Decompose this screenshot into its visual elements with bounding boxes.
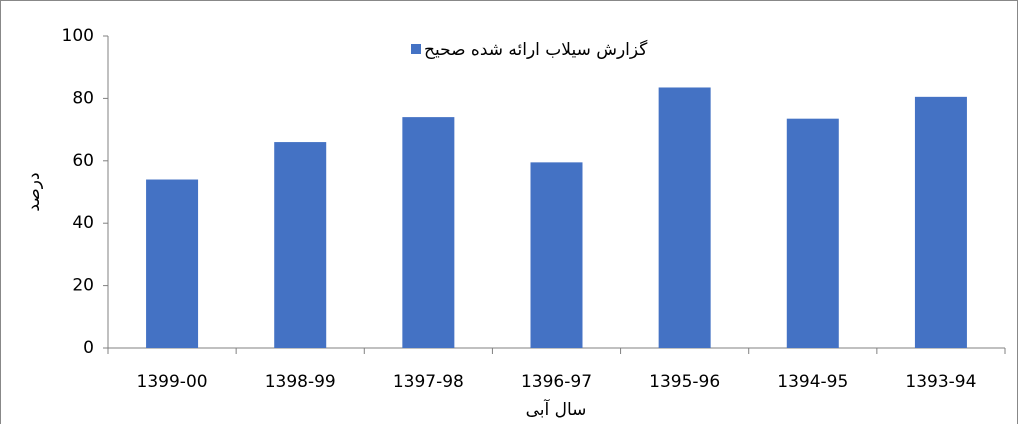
legend-label: گزارش سیلاب ارائه شده صحیح [424, 39, 648, 60]
y-tick-label: 0 [83, 338, 94, 358]
y-tick-label: 40 [72, 213, 94, 233]
x-axis-label: سال آبی [526, 398, 587, 420]
x-tick-label: 1397-98 [393, 372, 464, 392]
x-tick-label: 1399-00 [137, 372, 208, 392]
bar [786, 118, 839, 349]
x-tick-label: 1395-96 [649, 372, 720, 392]
y-tick-label: 20 [72, 276, 94, 296]
legend-swatch [411, 44, 421, 54]
bar [146, 179, 199, 348]
x-tick-label: 1396-97 [521, 372, 592, 392]
bar [914, 96, 967, 348]
bar [530, 162, 583, 348]
x-tick-label: 1393-94 [905, 372, 976, 392]
bar [658, 87, 711, 348]
y-tick-label: 80 [72, 88, 94, 108]
bar [274, 142, 327, 348]
y-axis-label: درصد [24, 172, 44, 211]
y-tick-label: 100 [62, 26, 94, 46]
x-tick-label: 1394-95 [777, 372, 848, 392]
bar [402, 117, 455, 349]
x-tick-label: 1398-99 [265, 372, 336, 392]
y-tick-label: 60 [72, 151, 94, 171]
